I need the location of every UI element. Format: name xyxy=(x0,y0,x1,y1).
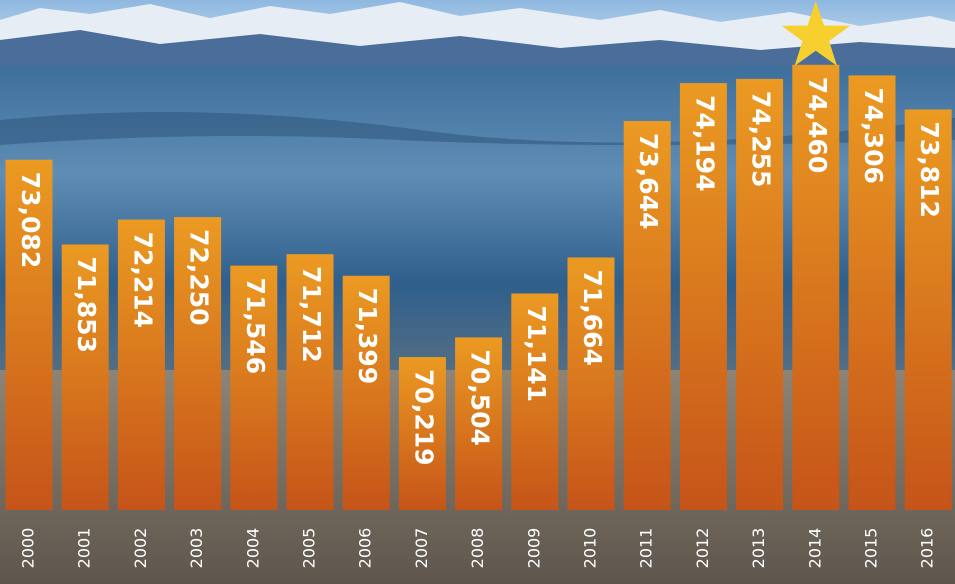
value-label: 70,504 xyxy=(466,349,495,445)
value-label: 73,812 xyxy=(915,121,944,217)
x-tick-label: 2002 xyxy=(131,528,150,569)
value-label: 73,082 xyxy=(16,172,45,268)
value-label: 74,194 xyxy=(690,95,719,191)
x-tick-label: 2006 xyxy=(356,528,375,569)
x-tick-label: 2011 xyxy=(637,528,656,569)
x-tick-label: 2014 xyxy=(805,528,824,569)
x-tick-label: 2004 xyxy=(243,528,262,569)
value-label: 70,219 xyxy=(409,369,438,465)
x-tick-label: 2016 xyxy=(918,528,937,569)
x-tick-label: 2007 xyxy=(412,528,431,569)
value-label: 71,399 xyxy=(353,288,382,384)
value-label: 71,141 xyxy=(522,306,551,402)
x-tick-label: 2005 xyxy=(300,528,319,569)
x-tick-label: 2015 xyxy=(862,528,881,569)
value-label: 72,250 xyxy=(185,229,214,325)
x-tick-label: 2010 xyxy=(581,528,600,569)
x-tick-label: 2013 xyxy=(749,528,768,569)
chart: 73,082 2000 71,853 2001 72,214 2002 72,250 2003… xyxy=(0,0,955,584)
x-tick-label: 2001 xyxy=(75,528,94,569)
value-label: 74,460 xyxy=(803,77,832,173)
x-tick-label: 2000 xyxy=(19,528,38,569)
value-label: 74,306 xyxy=(859,87,888,183)
x-tick-label: 2012 xyxy=(693,528,712,569)
value-label: 71,712 xyxy=(297,266,326,362)
x-tick-label: 2008 xyxy=(468,528,487,569)
value-label: 71,853 xyxy=(72,256,101,352)
value-label: 73,644 xyxy=(634,133,663,229)
value-label: 71,546 xyxy=(241,278,270,374)
value-label: 71,664 xyxy=(578,269,607,365)
x-tick-label: 2009 xyxy=(524,528,543,569)
value-label: 72,214 xyxy=(128,232,157,328)
x-tick-label: 2003 xyxy=(187,528,206,569)
value-label: 74,255 xyxy=(747,91,776,187)
